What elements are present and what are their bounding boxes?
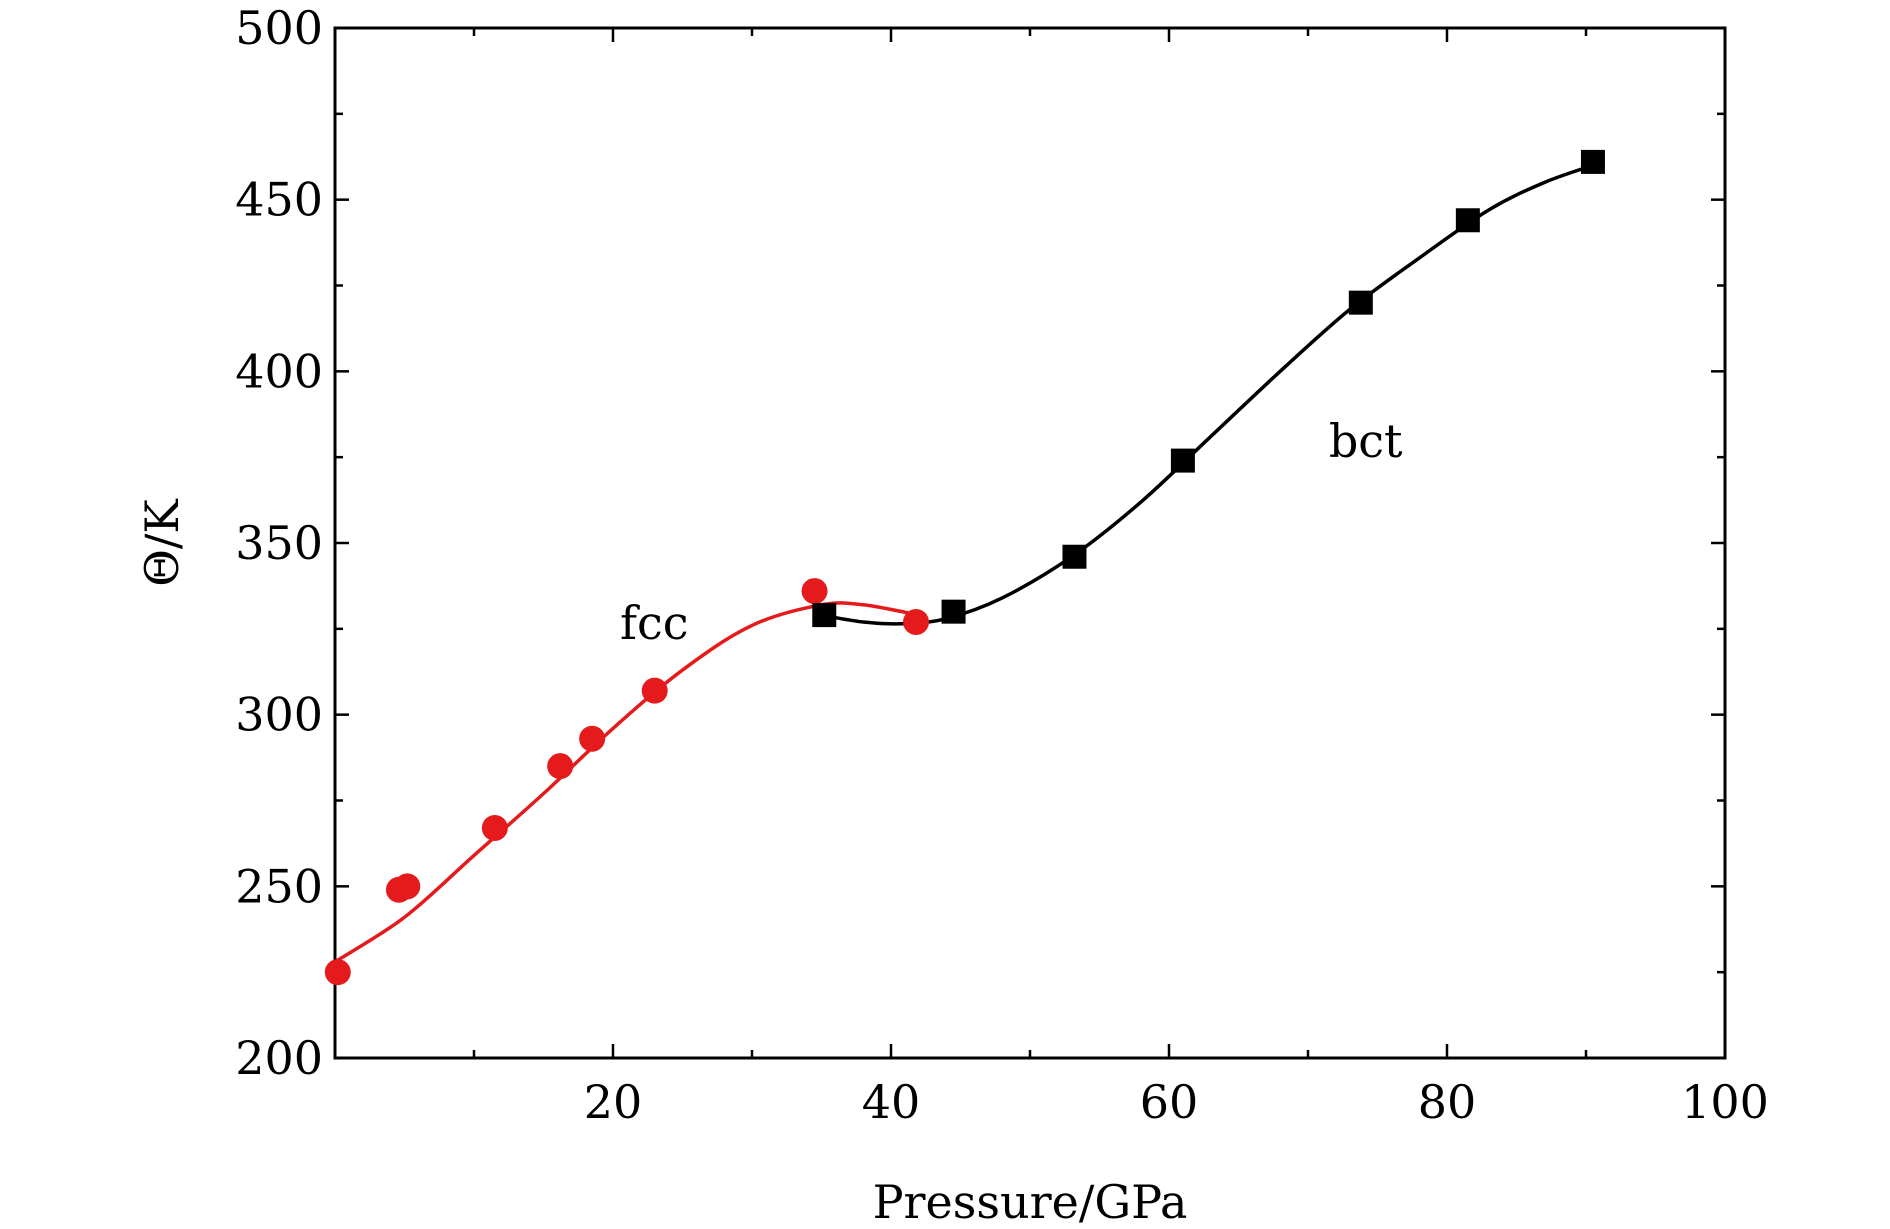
y-tick-label: 250: [235, 859, 323, 913]
fcc-data-point: [394, 873, 421, 900]
x-tick-label: 20: [584, 1075, 643, 1129]
fcc-data-point: [579, 725, 606, 752]
fcc-data-point: [641, 677, 668, 704]
bct-data-point: [1348, 290, 1373, 315]
y-tick-label: 300: [235, 688, 323, 742]
x-tick-label: 40: [862, 1075, 921, 1129]
y-tick-label: 200: [235, 1031, 323, 1085]
annotation-fcc: fcc: [620, 596, 689, 650]
annotation-bct: bct: [1329, 414, 1403, 468]
fcc-data-point: [801, 578, 828, 605]
ticks: [335, 28, 1725, 1058]
x-tick-label: 80: [1418, 1075, 1477, 1129]
bct-data-point: [1580, 149, 1605, 174]
bct-data-point: [941, 599, 966, 624]
fcc-fit-curve: [334, 601, 920, 964]
bct-fit-curve: [821, 163, 1594, 626]
fcc-data-point: [324, 959, 351, 986]
y-tick-label: 450: [235, 173, 323, 227]
fcc-data-point: [903, 608, 930, 635]
x-tick-label: 100: [1681, 1075, 1769, 1129]
bct-data-point: [812, 603, 837, 628]
fcc-data-point: [547, 753, 574, 780]
y-axis-title: Θ/K: [135, 498, 189, 587]
y-tick-label: 500: [235, 1, 323, 55]
y-tick-label: 400: [235, 344, 323, 398]
plot-frame: [333, 26, 1727, 1060]
bct-data-point: [1455, 208, 1480, 233]
bct-data-point: [1062, 544, 1087, 569]
data-markers: [324, 149, 1605, 986]
tick-labels: 20 40 60 80 100 200 250 300 350 400 450 500: [235, 1, 1769, 1129]
bct-data-point: [1170, 448, 1195, 473]
y-tick-label: 350: [235, 516, 323, 570]
plot-area-border: [333, 26, 1727, 1060]
x-tick-label: 60: [1140, 1075, 1199, 1129]
x-axis-title: Pressure/GPa: [873, 1175, 1188, 1229]
fcc-data-point: [481, 814, 508, 841]
fit-curves: [334, 163, 1594, 964]
